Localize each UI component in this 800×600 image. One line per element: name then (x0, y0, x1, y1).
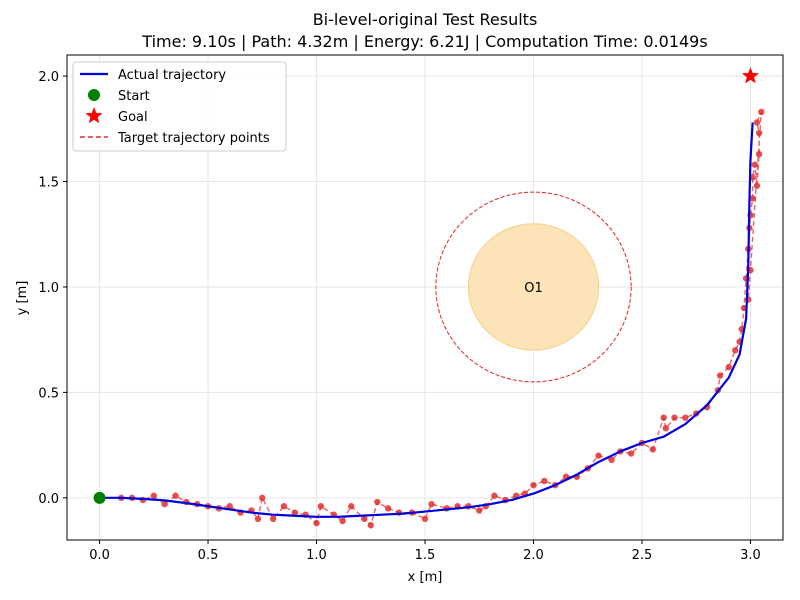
target-trajectory-line (121, 111, 763, 527)
legend-label: Start (118, 89, 150, 104)
target-point (530, 481, 537, 489)
legend-swatch-star (85, 107, 103, 124)
target-point (627, 450, 635, 457)
target-point (662, 425, 670, 432)
chart-title: Bi-level-original Test Results (313, 10, 538, 29)
target-point (150, 492, 157, 499)
target-point (758, 108, 765, 116)
legend: Actual trajectory Start Goal Target traject… (72, 61, 287, 152)
target-point (313, 519, 320, 527)
y-tick-label: 0.5 (38, 386, 59, 401)
target-point (374, 498, 381, 506)
target-point (541, 477, 548, 485)
target-point (421, 515, 429, 523)
target-point (649, 446, 657, 453)
target-point (753, 182, 761, 189)
y-axis-label: y [m] (15, 281, 30, 316)
target-point (755, 150, 763, 158)
target-point (172, 492, 179, 499)
x-tick-label: 1.0 (306, 548, 327, 563)
legend-label: Goal (118, 110, 148, 125)
target-point (226, 503, 233, 510)
x-tick-label: 1.5 (415, 548, 436, 563)
obstacle-group: O1 (435, 191, 632, 383)
y-tick-label: 1.5 (38, 176, 59, 191)
target-point (269, 515, 277, 523)
target-point (660, 414, 667, 421)
target-point (725, 363, 732, 371)
chart-subtitle: Time: 9.10s | Path: 4.32m | Energy: 6.21… (141, 32, 707, 51)
start-marker (93, 491, 106, 504)
legend-box (72, 61, 287, 152)
target-point (491, 492, 498, 499)
data-series (93, 67, 765, 529)
target-point (716, 372, 724, 379)
target-point (339, 517, 346, 525)
target-point (671, 414, 678, 421)
actual-trajectory-line (99, 122, 754, 518)
obstacle-label: O1 (524, 281, 543, 296)
y-tick-label: 2.0 (38, 70, 59, 85)
target-point (317, 503, 325, 510)
axis-ticks: 0.0 0.5 1.0 1.5 2.0 2.5 3.0 0.0 0.5 1.0 1.5 2.0 (38, 70, 760, 563)
x-tick-label: 0.0 (89, 548, 110, 563)
target-point (749, 195, 756, 202)
target-point (608, 456, 615, 464)
target-point (595, 452, 602, 459)
x-tick-label: 0.5 (198, 548, 219, 563)
x-axis-label: x [m] (408, 570, 443, 585)
target-point (755, 129, 763, 137)
x-tick-label: 2.5 (632, 548, 653, 563)
obstacle-circle (467, 223, 600, 351)
target-point (732, 347, 739, 354)
target-point (259, 494, 266, 502)
target-point (280, 503, 288, 510)
target-point (361, 515, 368, 523)
target-point (751, 161, 758, 168)
target-point (476, 507, 483, 514)
target-point (348, 503, 355, 510)
target-point (291, 509, 299, 516)
legend-label: Actual trajectory (118, 68, 226, 83)
target-point (682, 414, 689, 421)
target-point (428, 500, 435, 508)
y-tick-label: 0.0 (38, 492, 59, 507)
goal-marker (741, 67, 760, 84)
target-point (161, 500, 168, 508)
target-point (254, 515, 262, 523)
legend-swatch-circle (88, 89, 100, 101)
legend-label: Target trajectory points (117, 131, 270, 146)
target-point (367, 522, 374, 529)
x-tick-label: 3.0 (740, 548, 761, 563)
target-point (384, 505, 392, 512)
obstacle-safety-margin (435, 191, 632, 383)
y-tick-label: 1.0 (38, 281, 59, 296)
x-tick-label: 2.0 (523, 548, 544, 563)
target-point (753, 119, 761, 126)
